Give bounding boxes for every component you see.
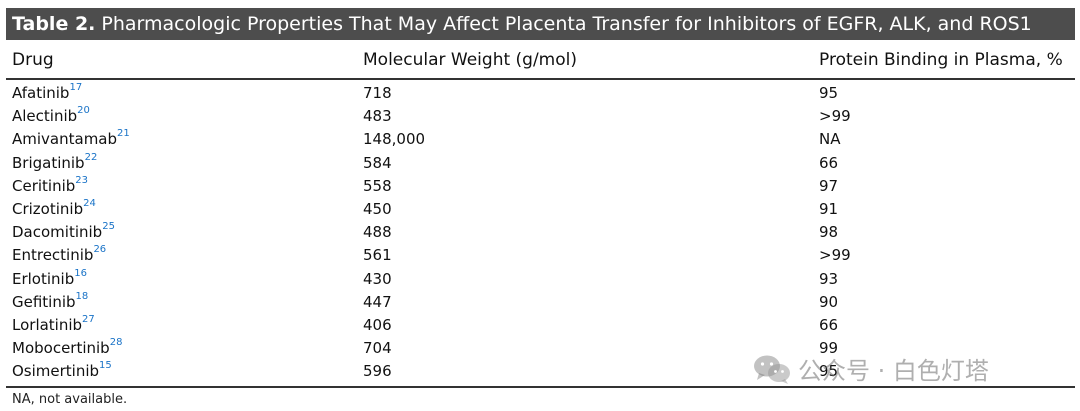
drug-cell: Ceritinib23	[12, 174, 89, 195]
watermark-text: 公众号 · 白色灯塔	[798, 357, 989, 385]
wechat-icon	[754, 355, 790, 384]
protein-binding-cell: 95	[819, 84, 839, 102]
drug-name: Afatinib	[12, 84, 70, 102]
molecular-weight-cell: 447	[363, 292, 392, 311]
table-row: Gefitinib18 447 90	[6, 291, 1075, 314]
drug-cell: Alectinib20	[12, 105, 90, 126]
reference-link[interactable]: 28	[109, 337, 123, 349]
table-body: Afatinib17 718 95 Alectinib20 483 >99 Am…	[6, 82, 1075, 383]
protein-binding-cell: NA	[819, 130, 841, 149]
protein-binding-cell: 95	[819, 362, 839, 381]
reference-link[interactable]: 20	[77, 105, 90, 117]
protein-binding-cell: 93	[819, 269, 839, 288]
reference-link[interactable]: 17	[69, 82, 83, 93]
table-row: Ceritinib23 558 97	[6, 175, 1075, 198]
molecular-weight-cell: 718	[363, 84, 392, 102]
protein-binding-cell: 98	[819, 223, 839, 242]
reference-link[interactable]: 25	[102, 221, 115, 233]
protein-binding-cell: 97	[819, 176, 839, 195]
molecular-weight-cell: 558	[363, 176, 392, 195]
table-row: Mobocertinib28 704 99	[6, 337, 1075, 360]
table-row: Osimertinib15 596 95	[6, 360, 1075, 383]
drug-name: Amivantamab	[12, 130, 118, 149]
reference-link[interactable]: 21	[117, 128, 130, 140]
table-row: Dacomitinib25 488 98	[6, 221, 1075, 244]
table-title-bar: Table 2. Pharmacologic Properties That M…	[6, 8, 1075, 40]
column-header-molecular-weight: Molecular Weight (g/mol)	[363, 50, 578, 70]
molecular-weight-cell: 148,000	[363, 130, 426, 149]
drug-cell: Dacomitinib25	[12, 221, 115, 242]
reference-link[interactable]: 15	[99, 360, 112, 372]
table-row: Entrectinib26 561 >99	[6, 244, 1075, 267]
protein-binding-cell: 90	[819, 292, 839, 311]
reference-link[interactable]: 18	[75, 290, 89, 302]
protein-binding-cell: 66	[819, 315, 839, 334]
drug-name: Erlotinib	[12, 269, 75, 288]
molecular-weight-cell: 430	[363, 269, 392, 288]
drug-cell: Mobocertinib28	[12, 337, 123, 358]
table-title: Pharmacologic Properties That May Affect…	[101, 13, 1032, 35]
table-row: Crizotinib24 450 91	[6, 198, 1075, 221]
table-bottom-rule	[6, 386, 1075, 388]
drug-cell: Crizotinib24	[12, 197, 96, 218]
protein-binding-cell: 66	[819, 153, 839, 172]
watermark: 公众号 · 白色灯塔	[752, 351, 989, 386]
table-row: Amivantamab21 148,000 NA	[6, 128, 1075, 151]
molecular-weight-cell: 704	[363, 339, 392, 358]
reference-link[interactable]: 23	[75, 174, 89, 186]
molecular-weight-cell: 406	[363, 315, 392, 334]
table-row: Erlotinib16 430 93	[6, 268, 1075, 291]
reference-link[interactable]: 26	[93, 244, 107, 256]
reference-link[interactable]: 22	[84, 151, 98, 163]
protein-binding-cell: 99	[819, 339, 839, 358]
protein-binding-cell: >99	[819, 246, 851, 265]
molecular-weight-cell: 584	[363, 153, 392, 172]
drug-name: Gefitinib	[12, 292, 76, 311]
drug-cell: Lorlatinib27	[12, 313, 95, 334]
drug-name: Mobocertinib	[12, 339, 110, 358]
drug-cell: Amivantamab21	[12, 128, 130, 149]
protein-binding-cell: >99	[819, 107, 851, 126]
drug-name: Entrectinib	[12, 246, 94, 265]
drug-cell: Brigatinib22	[12, 151, 98, 172]
drug-cell: Gefitinib18	[12, 290, 89, 311]
drug-name: Dacomitinib	[12, 223, 103, 242]
drug-cell: Osimertinib15	[12, 360, 112, 381]
column-header-protein-binding: Protein Binding in Plasma, %	[819, 50, 1063, 70]
table-row: Alectinib20 483 >99	[6, 105, 1075, 128]
reference-link[interactable]: 24	[83, 197, 96, 209]
drug-name: Osimertinib	[12, 362, 100, 381]
drug-name: Lorlatinib	[12, 315, 83, 334]
drug-name: Ceritinib	[12, 176, 76, 195]
column-header-drug: Drug	[12, 50, 54, 70]
molecular-weight-cell: 450	[363, 199, 392, 218]
reference-link[interactable]: 27	[82, 313, 95, 325]
table-row: Brigatinib22 584 66	[6, 152, 1075, 175]
drug-cell: Afatinib17	[12, 82, 83, 102]
drug-cell: Entrectinib26	[12, 244, 107, 265]
molecular-weight-cell: 596	[363, 362, 392, 381]
table-header: Drug Molecular Weight (g/mol) Protein Bi…	[6, 44, 1075, 80]
molecular-weight-cell: 483	[363, 107, 392, 126]
table-row: Lorlatinib27 406 66	[6, 314, 1075, 337]
drug-name: Alectinib	[12, 107, 78, 126]
molecular-weight-cell: 561	[363, 246, 392, 265]
table-row: Afatinib17 718 95	[6, 82, 1075, 105]
table-label: Table 2.	[12, 13, 96, 35]
molecular-weight-cell: 488	[363, 223, 392, 242]
drug-name: Brigatinib	[12, 153, 85, 172]
drug-cell: Erlotinib16	[12, 267, 87, 288]
protein-binding-cell: 91	[819, 199, 839, 218]
drug-name: Crizotinib	[12, 199, 84, 218]
table-footnote: NA, not available.	[12, 392, 128, 407]
reference-link[interactable]: 16	[74, 267, 87, 279]
